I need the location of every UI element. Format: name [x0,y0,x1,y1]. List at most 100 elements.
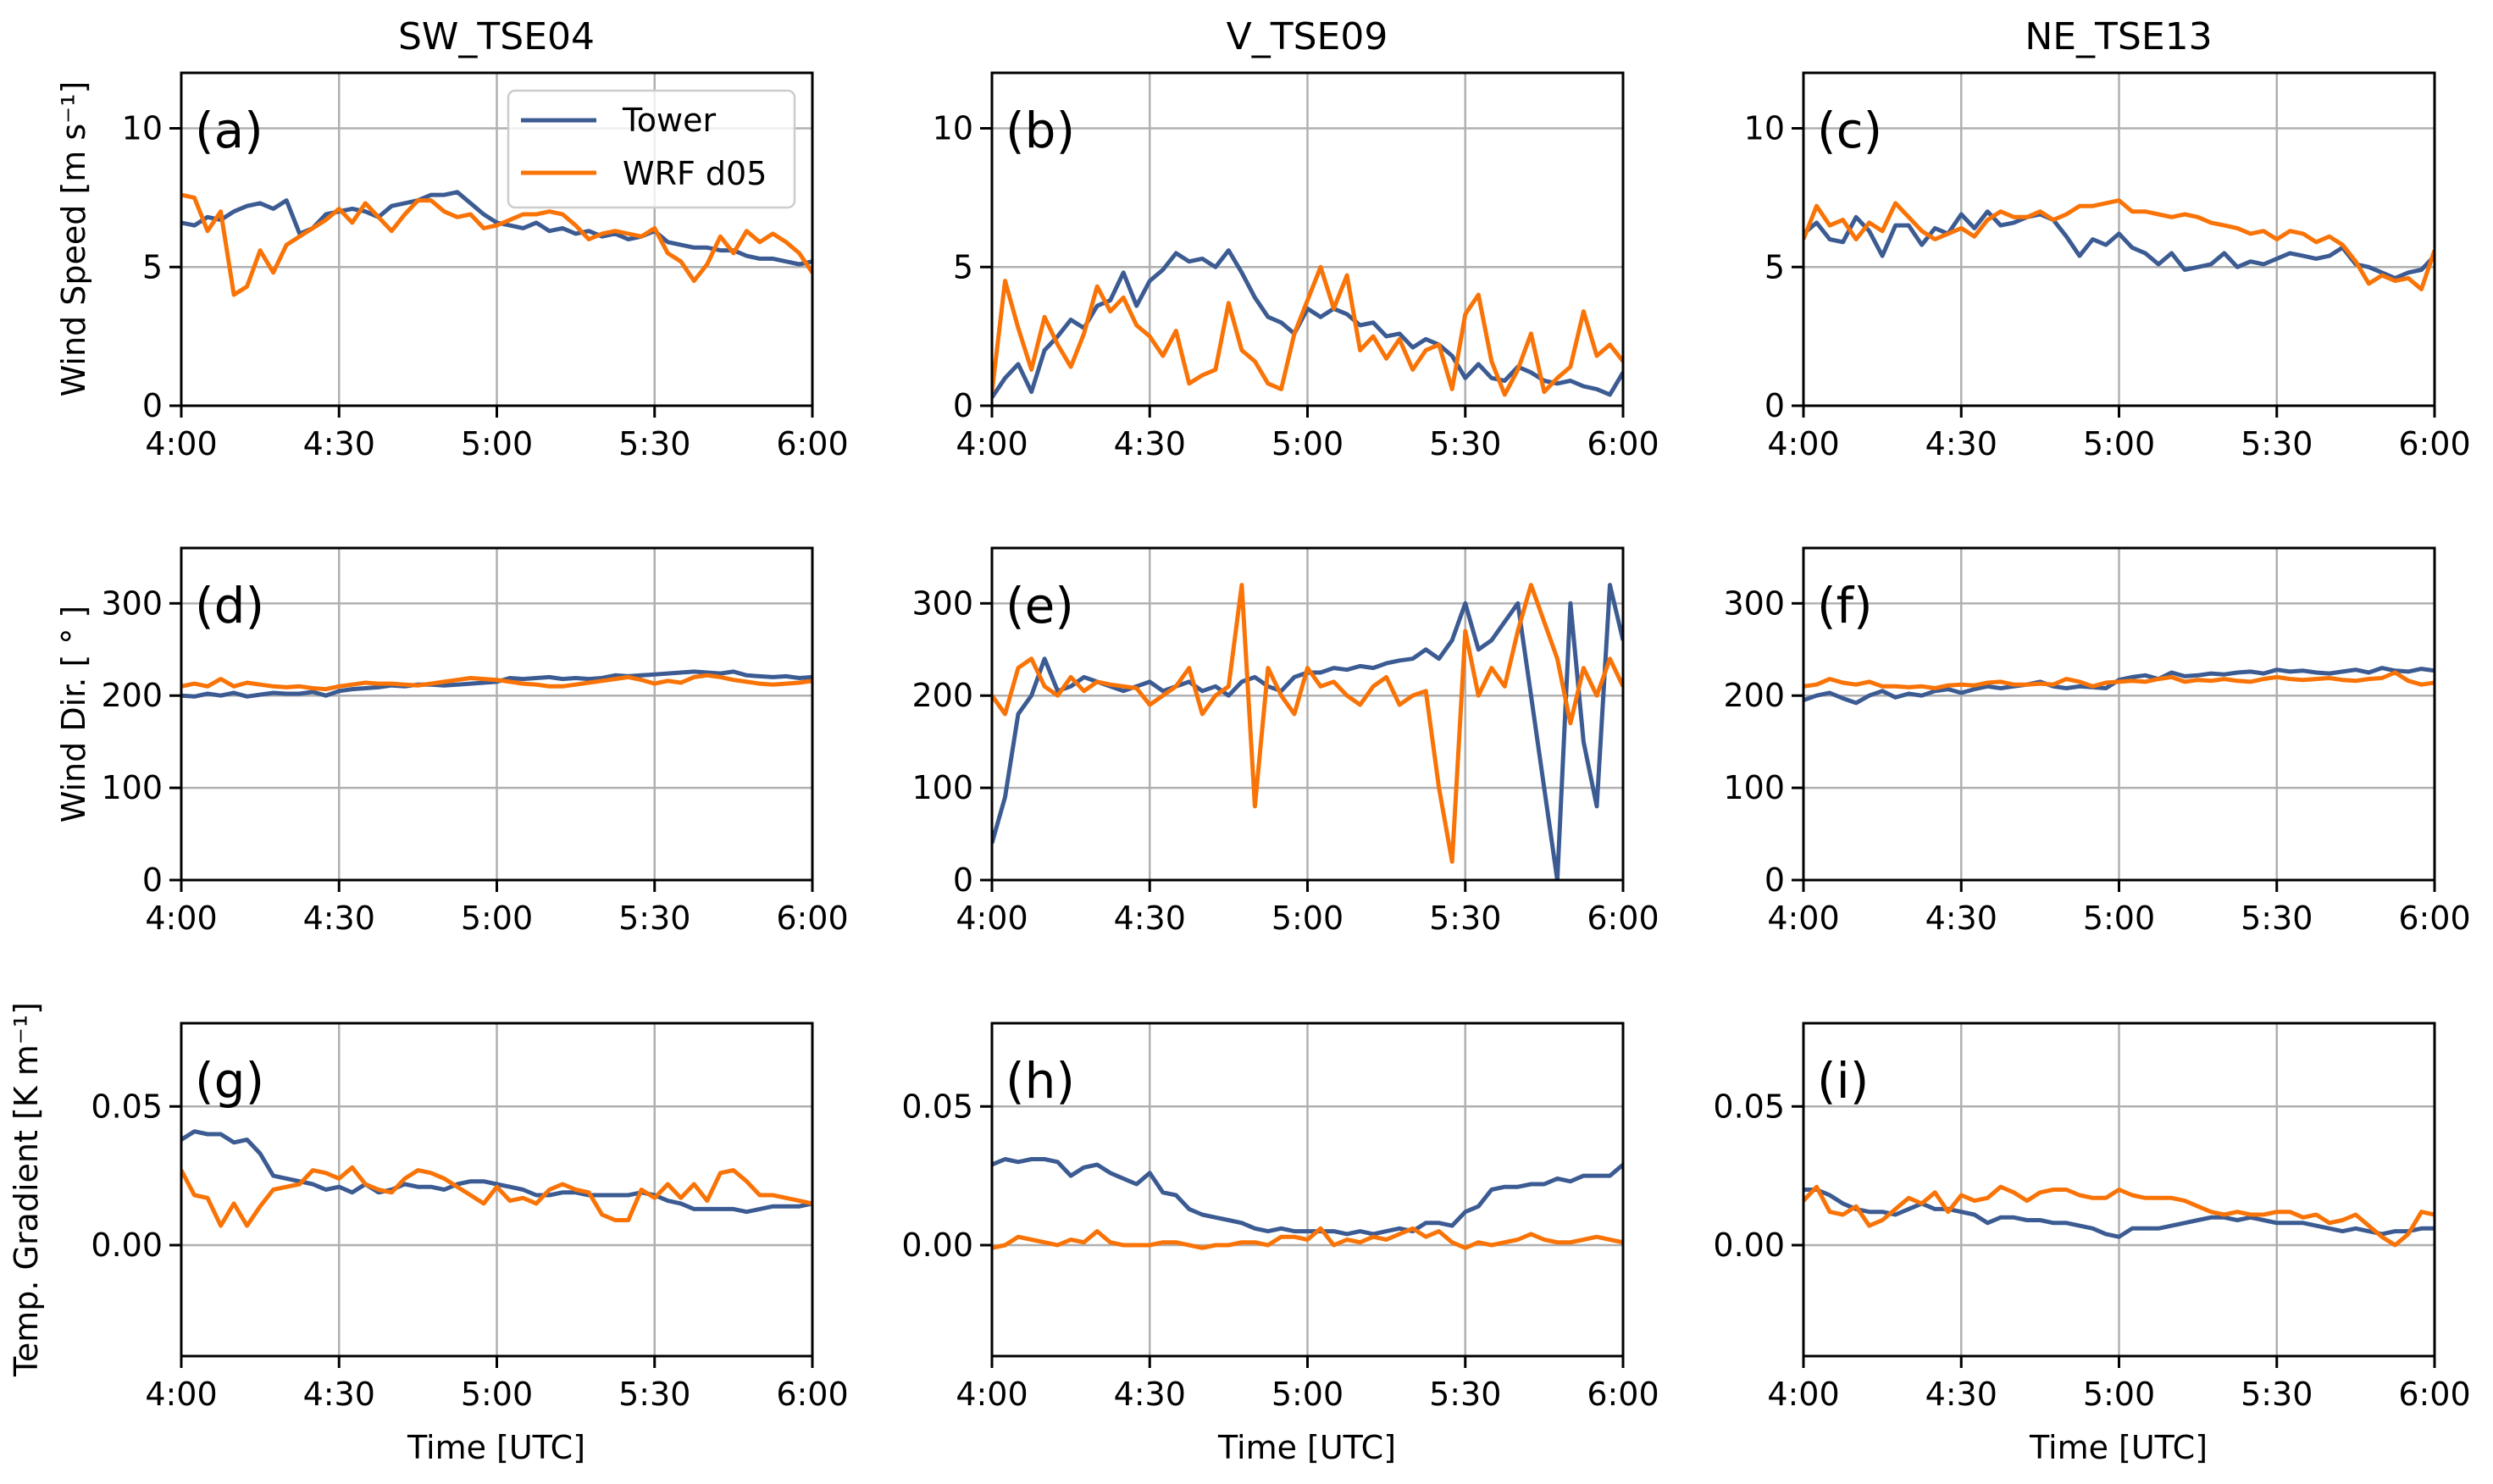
y-tick-label: 0.05 [1713,1088,1785,1125]
x-tick-label: 5:30 [618,900,690,937]
y-tick-label: 0.05 [91,1088,163,1125]
x-tick-label: 4:00 [956,425,1028,462]
y-tick-label: 5 [953,248,973,285]
x-tick-label: 6:00 [776,900,848,937]
series-line-tower [1803,209,2435,280]
x-tick-label: 6:00 [2398,900,2470,937]
y-tick-label: 10 [122,110,163,147]
x-tick-label: 5:00 [1271,1376,1343,1413]
legend-label-wrf: WRF d05 [623,155,767,192]
x-tick-label: 5:30 [2241,425,2313,462]
panel-d: 4:00 4:30 5:00 5:30 6:00 0 100 200 300 (d) [101,546,849,937]
x-tick-label: 4:00 [1767,1376,1839,1413]
y-axis-label-temp-gradient: Temp. Gradient [K m⁻¹] [8,1002,45,1377]
x-tick-label: 4:00 [1767,900,1839,937]
series-line-wrf-d05 [181,673,812,692]
panel-a: 4:00 4:30 5:00 5:30 6:00 0 5 10 (a) [122,71,849,462]
x-tick-label: 6:00 [776,425,848,462]
x-tick-label: 5:00 [1271,900,1343,937]
x-tick-label: 6:00 [1587,1376,1659,1413]
y-tick-label: 0 [1764,387,1785,424]
x-tick-label: 4:30 [303,425,375,462]
series-line-wrf-d05 [1803,670,2435,690]
legend-label-tower: Tower [622,102,716,139]
y-tick-label: 100 [911,769,973,806]
panel-b: 4:00 4:30 5:00 5:30 6:00 0 5 10 (b) [933,71,1659,462]
x-tick-label: 5:00 [2083,900,2155,937]
panel-label-e: (e) [1006,577,1074,634]
y-tick-label: 200 [911,677,973,714]
panels: 4:00 4:30 5:00 5:30 6:00 0 5 10 (a) 4:00 4:30 5:00 5… [91,71,2471,1413]
x-tick-label: 5:30 [2241,900,2313,937]
panel-label-g: (g) [195,1052,264,1110]
series-line-wrf-d05 [181,1165,812,1228]
y-tick-label: 200 [101,677,163,714]
x-tick-label: 4:00 [956,900,1028,937]
panel-label-d: (d) [195,577,264,634]
y-axis-label-wind-dir: Wind Dir. [ ° ] [55,606,92,823]
panel-c: 4:00 4:30 5:00 5:30 6:00 0 5 10 (c) [1744,71,2471,462]
x-axis-label-0: Time [UTC] [407,1429,585,1466]
series-line-wrf-d05 [992,583,1623,864]
column-title-1: V_TSE09 [1227,15,1388,58]
x-tick-label: 4:00 [145,900,217,937]
x-tick-label: 5:00 [461,1376,533,1413]
x-tick-label: 4:30 [1925,900,1997,937]
x-tick-label: 4:30 [1925,1376,1997,1413]
x-tick-label: 4:30 [1114,425,1186,462]
y-tick-label: 100 [101,769,163,806]
x-tick-label: 6:00 [776,1376,848,1413]
x-tick-label: 4:30 [303,900,375,937]
series-line-wrf-d05 [1803,1184,2435,1248]
panel-f: 4:00 4:30 5:00 5:30 6:00 0 100 200 300 (f) [1723,546,2471,937]
series-line-tower [181,190,812,267]
x-tick-label: 5:00 [461,900,533,937]
x-tick-label: 5:30 [1429,1376,1501,1413]
y-tick-label: 0 [1764,861,1785,899]
y-tick-label: 0 [953,387,973,424]
panel-i: 4:00 4:30 5:00 5:30 6:00 0.00 0.05 (i) [1713,1022,2471,1413]
x-tick-label: 5:00 [2083,425,2155,462]
y-axis-label-wind-speed: Wind Speed [m s⁻¹] [55,81,92,397]
y-tick-label: 0 [142,861,163,899]
x-tick-label: 6:00 [2398,425,2470,462]
x-tick-label: 4:00 [145,425,217,462]
x-tick-label: 4:30 [1114,1376,1186,1413]
x-tick-label: 4:30 [1114,900,1186,937]
x-tick-label: 5:30 [618,425,690,462]
column-title-0: SW_TSE04 [398,15,595,58]
y-tick-label: 300 [1723,584,1785,622]
legend: Tower WRF d05 [507,89,796,209]
x-tick-label: 4:00 [145,1376,217,1413]
x-tick-label: 5:00 [461,425,533,462]
series-line-tower [181,1129,812,1215]
x-tick-label: 6:00 [2398,1376,2470,1413]
panel-label-a: (a) [195,102,263,159]
y-tick-label: 10 [933,110,973,147]
x-tick-label: 4:00 [1767,425,1839,462]
panel-label-f: (f) [1817,577,1873,634]
row-y-labels: Wind Speed [m s⁻¹] Wind Dir. [ ° ] Temp.… [8,81,92,1377]
y-tick-label: 0 [953,861,973,899]
y-tick-label: 0.00 [91,1227,163,1264]
y-tick-label: 0.05 [901,1088,973,1125]
series-line-tower [992,1157,1623,1237]
x-tick-label: 6:00 [1587,425,1659,462]
x-tick-label: 5:30 [1429,900,1501,937]
panel-label-h: (h) [1006,1052,1075,1110]
x-tick-label: 4:30 [303,1376,375,1413]
y-tick-label: 100 [1723,769,1785,806]
y-tick-label: 0.00 [901,1227,973,1264]
x-tick-label: 5:30 [618,1376,690,1413]
panel-g: 4:00 4:30 5:00 5:30 6:00 0.00 0.05 (g) [91,1022,849,1413]
series-line-tower [1803,1188,2435,1239]
x-tick-label: 5:30 [1429,425,1501,462]
series-line-wrf-d05 [992,1226,1623,1250]
panel-e: 4:00 4:30 5:00 5:30 6:00 0 100 200 300 (e) [911,546,1659,937]
x-tick-label: 5:00 [2083,1376,2155,1413]
y-tick-label: 5 [142,248,163,285]
series-line-wrf-d05 [1803,198,2435,291]
x-axis-label-1: Time [UTC] [1217,1429,1396,1466]
x-axis-labels: Time [UTC] Time [UTC] Time [UTC] [407,1429,2208,1466]
